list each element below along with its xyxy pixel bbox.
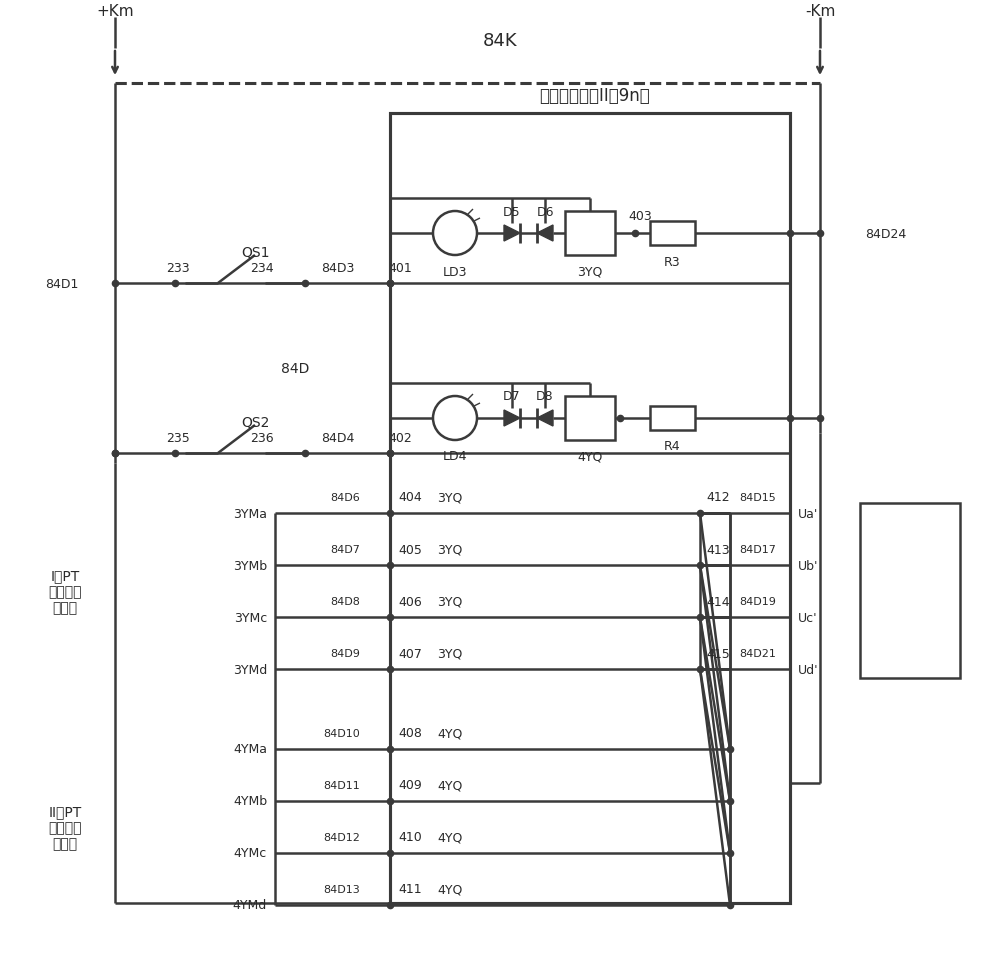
Text: 84D13: 84D13 — [323, 884, 360, 894]
Text: 409: 409 — [398, 779, 422, 792]
Text: 3YQ: 3YQ — [437, 491, 463, 504]
Text: QS2: QS2 — [241, 415, 269, 429]
Text: 4YQ: 4YQ — [437, 882, 463, 896]
Text: 84D6: 84D6 — [330, 493, 360, 502]
Text: 84D3: 84D3 — [321, 261, 355, 274]
Circle shape — [433, 396, 477, 440]
Text: 84K: 84K — [483, 32, 517, 50]
Text: 414: 414 — [706, 595, 730, 608]
Text: 236: 236 — [250, 431, 274, 444]
Text: 3YQ: 3YQ — [437, 543, 463, 556]
Text: 410: 410 — [398, 831, 422, 843]
Text: 3YMd: 3YMd — [233, 662, 267, 676]
Bar — [565, 396, 615, 440]
Text: D5: D5 — [503, 205, 521, 218]
Text: Ub': Ub' — [798, 558, 818, 572]
Polygon shape — [537, 226, 553, 242]
Text: +Km: +Km — [96, 4, 134, 18]
Bar — [650, 407, 695, 431]
Text: 84D: 84D — [281, 361, 309, 375]
Text: 408: 408 — [398, 727, 422, 740]
Bar — [860, 503, 960, 679]
Bar — [390, 113, 790, 903]
Text: 84D17: 84D17 — [740, 544, 776, 555]
Text: LD3: LD3 — [443, 265, 467, 278]
Text: QS1: QS1 — [241, 245, 269, 258]
Bar — [390, 113, 790, 903]
Text: Ud': Ud' — [798, 662, 818, 676]
Text: R4: R4 — [664, 440, 681, 453]
Text: I母PT
计量电压
小母线: I母PT 计量电压 小母线 — [48, 568, 82, 615]
Text: 84D7: 84D7 — [330, 544, 360, 555]
Text: 84D1: 84D1 — [45, 277, 78, 291]
Text: 234: 234 — [250, 261, 274, 274]
Text: II母PT
计量电压
小母线: II母PT 计量电压 小母线 — [48, 804, 82, 850]
Text: 4YMd: 4YMd — [233, 899, 267, 911]
Text: 235: 235 — [166, 431, 190, 444]
Text: 3YQ: 3YQ — [437, 647, 463, 659]
Text: 3YMb: 3YMb — [233, 558, 267, 572]
Circle shape — [433, 212, 477, 255]
Text: D7: D7 — [503, 390, 521, 403]
Text: 3YQ: 3YQ — [437, 595, 463, 608]
Text: 403: 403 — [628, 210, 652, 222]
Text: D8: D8 — [536, 390, 554, 403]
Text: D6: D6 — [536, 205, 554, 218]
Text: 4YMb: 4YMb — [233, 795, 267, 807]
Text: 3YQ: 3YQ — [577, 265, 603, 278]
Text: 84D8: 84D8 — [330, 597, 360, 606]
Text: LD4: LD4 — [443, 450, 467, 463]
Text: 电压切换装置II（9n）: 电压切换装置II（9n） — [540, 87, 650, 105]
Text: 84D12: 84D12 — [323, 832, 360, 842]
Text: 切换
后的
计量
电压: 切换 后的 计量 电压 — [902, 559, 918, 622]
Text: 84D21: 84D21 — [740, 648, 776, 659]
Text: 415: 415 — [706, 647, 730, 659]
Text: 84D24: 84D24 — [865, 227, 906, 240]
Text: Ua': Ua' — [798, 507, 818, 520]
Text: 413: 413 — [706, 543, 730, 556]
Text: 405: 405 — [398, 543, 422, 556]
Text: R3: R3 — [664, 255, 681, 268]
Text: Uc': Uc' — [798, 611, 818, 624]
Text: 4YQ: 4YQ — [577, 450, 603, 463]
Bar — [565, 212, 615, 255]
Polygon shape — [504, 226, 520, 242]
Text: 411: 411 — [398, 882, 422, 896]
Text: 401: 401 — [388, 261, 412, 274]
Text: 4YQ: 4YQ — [437, 727, 463, 740]
Text: 233: 233 — [166, 261, 190, 274]
Text: 84D11: 84D11 — [323, 781, 360, 790]
Text: 84D19: 84D19 — [740, 597, 776, 606]
Bar — [650, 222, 695, 246]
Text: 412: 412 — [706, 491, 730, 504]
Polygon shape — [504, 411, 520, 427]
Text: 4YMc: 4YMc — [234, 846, 267, 860]
Text: 4YQ: 4YQ — [437, 779, 463, 792]
Text: 84D10: 84D10 — [323, 728, 360, 739]
Text: 404: 404 — [398, 491, 422, 504]
Polygon shape — [537, 411, 553, 427]
Text: 3YMa: 3YMa — [233, 507, 267, 520]
Text: 4YMa: 4YMa — [233, 742, 267, 756]
Text: 4YQ: 4YQ — [437, 831, 463, 843]
Text: 3YMc: 3YMc — [234, 611, 267, 624]
Text: 84D9: 84D9 — [330, 648, 360, 659]
Text: 402: 402 — [388, 431, 412, 444]
Text: 407: 407 — [398, 647, 422, 659]
Text: -Km: -Km — [805, 4, 835, 18]
Text: 84D4: 84D4 — [321, 431, 355, 444]
Text: 84D15: 84D15 — [740, 493, 776, 502]
Text: 406: 406 — [398, 595, 422, 608]
